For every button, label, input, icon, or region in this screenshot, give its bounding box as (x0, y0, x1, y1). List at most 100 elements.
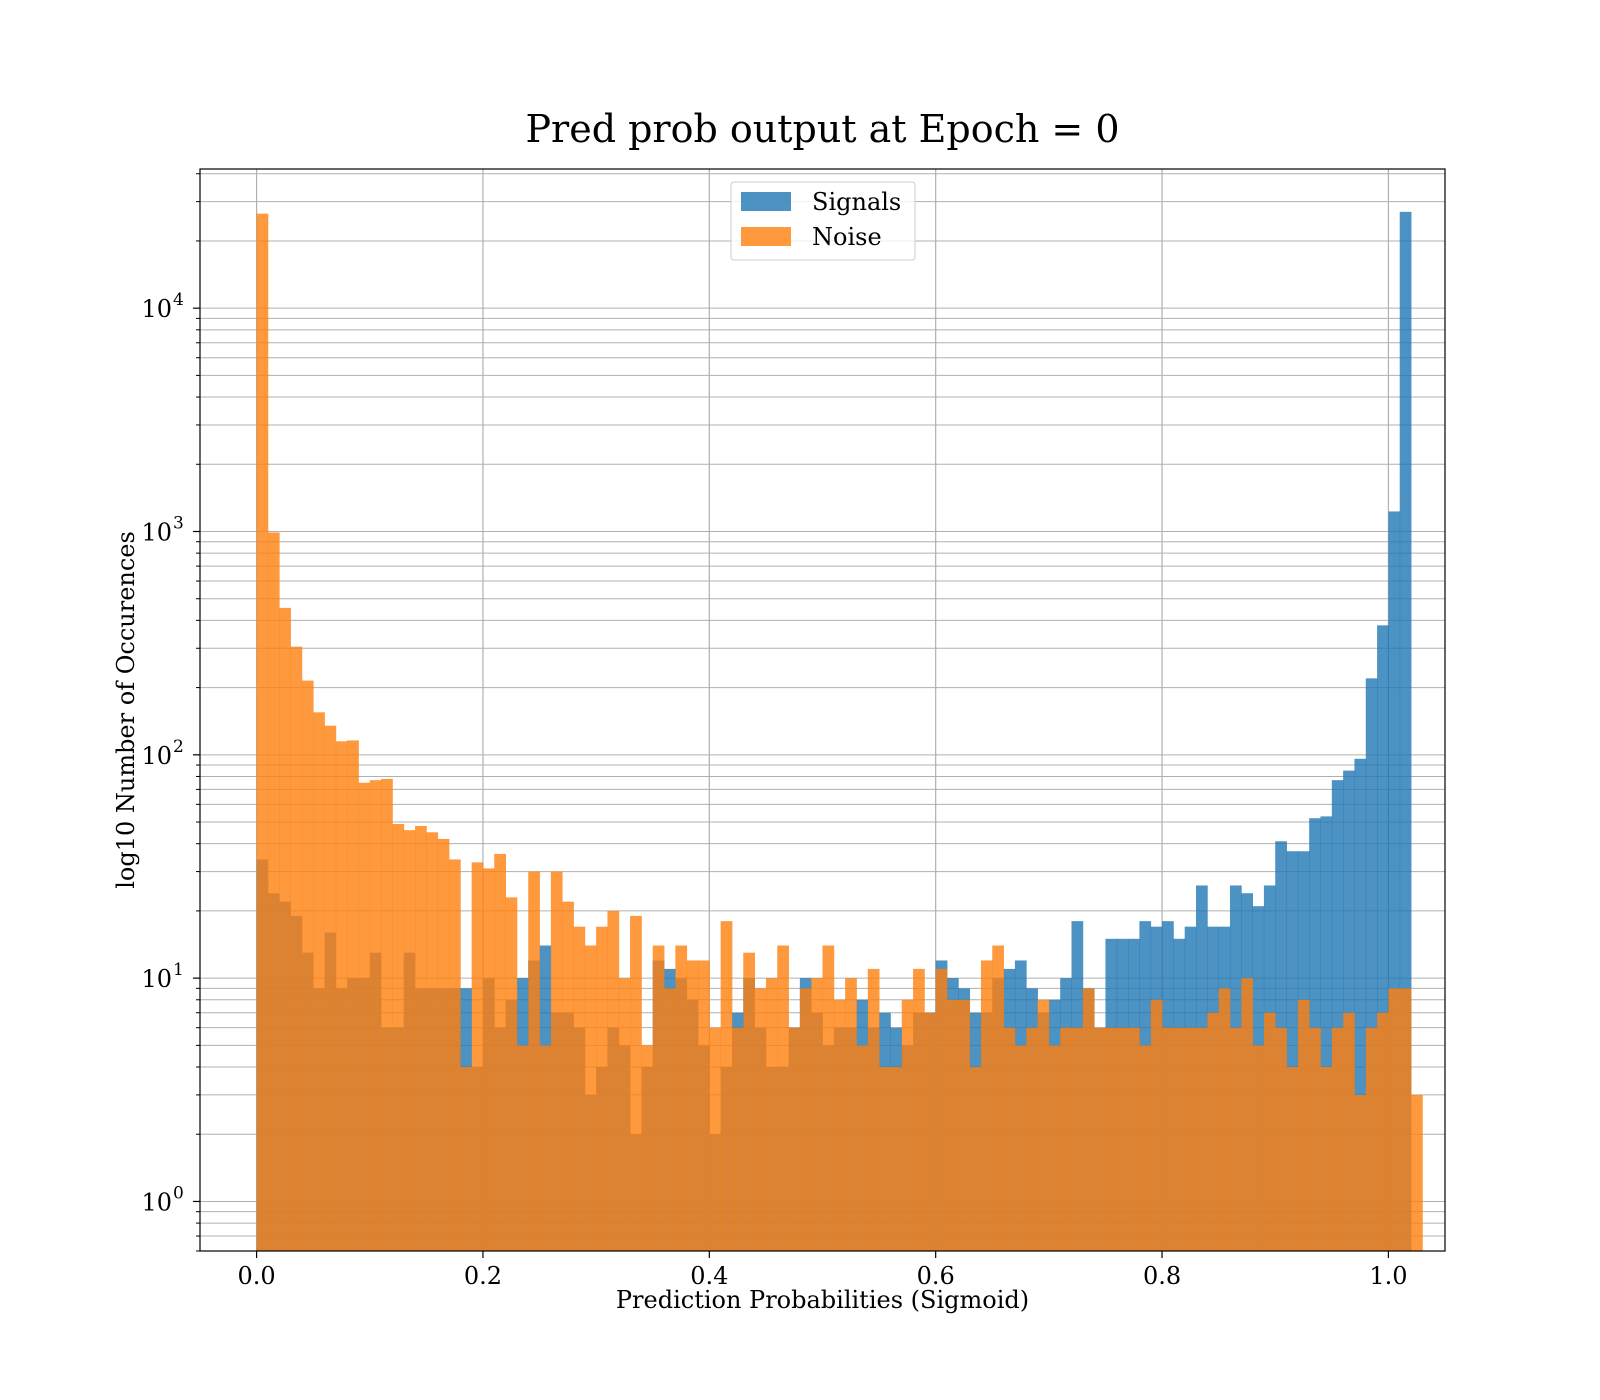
y-tick-label: 10 (141, 1188, 172, 1216)
signals-bar (1388, 511, 1401, 1252)
noise-bar (596, 926, 608, 1251)
noise-bar (369, 780, 382, 1251)
signals-bar (1399, 211, 1412, 1252)
noise-bar (618, 978, 631, 1251)
noise-bar (1094, 1027, 1106, 1251)
signals-bar (1343, 770, 1355, 1251)
y-tick-label: 10 (141, 295, 172, 323)
noise-bar (1048, 1045, 1061, 1251)
noise-bar (1128, 1027, 1140, 1251)
noise-bar (901, 999, 914, 1251)
noise-bar (969, 1067, 982, 1251)
signals-bar (1286, 851, 1299, 1251)
noise-bar (494, 853, 506, 1251)
y-tick-exponent: 4 (173, 290, 184, 310)
noise-bar (652, 945, 665, 1251)
noise-bar (1320, 1067, 1333, 1251)
noise-bar (867, 968, 880, 1251)
noise-bar (1150, 999, 1163, 1251)
noise-bar (947, 999, 959, 1251)
noise-bar (675, 945, 688, 1251)
legend-swatch-signals (741, 192, 791, 211)
noise-bar (290, 646, 303, 1251)
noise-bar (1343, 1012, 1355, 1251)
noise-bar (630, 915, 642, 1251)
noise-bars (256, 213, 1423, 1252)
noise-bar (765, 978, 778, 1251)
noise-bar (471, 862, 484, 1251)
noise-bar (437, 838, 450, 1251)
signals-bar (1320, 816, 1333, 1251)
noise-bar (788, 1027, 801, 1251)
noise-bar (335, 741, 348, 1251)
noise-bar (1207, 1012, 1220, 1251)
noise-bar (879, 1067, 891, 1251)
noise-bar (833, 999, 846, 1251)
noise-bar (811, 978, 823, 1251)
noise-bar (1399, 988, 1412, 1251)
noise-bar (664, 988, 676, 1251)
noise-bar (381, 778, 393, 1251)
legend-label-noise: Noise (812, 223, 882, 251)
noise-bar (460, 1067, 473, 1251)
noise-bar (482, 868, 495, 1251)
noise-bar (1014, 1045, 1027, 1251)
noise-bar (731, 1027, 744, 1251)
noise-bar (1263, 1012, 1276, 1251)
noise-bar (539, 1045, 552, 1251)
noise-bar (426, 832, 439, 1251)
noise-bar (1218, 988, 1231, 1251)
noise-bar (686, 960, 699, 1251)
signals-bar (1377, 625, 1389, 1251)
noise-bar (516, 1045, 529, 1251)
noise-bar (992, 945, 1004, 1251)
legend-swatch-noise (741, 227, 791, 246)
noise-bar (415, 826, 427, 1251)
noise-bar (1241, 978, 1253, 1251)
noise-bar (924, 1012, 937, 1251)
noise-bar (279, 607, 291, 1251)
noise-bar (347, 740, 359, 1251)
noise-bar (743, 952, 755, 1251)
noise-bar (1162, 1027, 1174, 1251)
noise-bar (856, 1045, 869, 1251)
noise-bar (1060, 1027, 1072, 1251)
noise-bar (324, 725, 337, 1251)
y-tick-label: 10 (141, 519, 172, 547)
noise-bar (698, 960, 710, 1251)
noise-bar (845, 978, 857, 1251)
noise-bar (1071, 1027, 1084, 1251)
x-tick-label: 0.2 (464, 1262, 502, 1290)
noise-bar (392, 824, 405, 1251)
x-axis-label: Prediction Probabilities (Sigmoid) (616, 1286, 1029, 1314)
noise-bar (935, 968, 948, 1251)
noise-bar (913, 968, 925, 1251)
chart-title: Pred prob output at Epoch = 0 (525, 107, 1119, 151)
noise-bar (1365, 1027, 1378, 1251)
noise-bar (1229, 1027, 1242, 1251)
noise-bar (980, 960, 993, 1251)
y-axis-label: log10 Number of Occurences (112, 531, 140, 889)
x-tick-label: 1.0 (1369, 1262, 1407, 1290)
noise-bar (313, 712, 325, 1251)
y-tick-exponent: 1 (173, 960, 184, 980)
noise-bar (267, 532, 280, 1251)
noise-bar (301, 680, 314, 1251)
legend: Signals Noise (730, 181, 916, 261)
x-axis-ticks: 0.0 0.2 0.4 0.6 0.8 1.0 (238, 1251, 1407, 1290)
noise-bar (754, 988, 767, 1251)
legend-label-signals: Signals (812, 188, 901, 216)
y-tick-exponent: 2 (173, 737, 184, 757)
noise-bar (1196, 1027, 1208, 1251)
noise-bar (958, 999, 971, 1251)
noise-bar (573, 926, 586, 1251)
x-tick-label: 0.4 (690, 1262, 728, 1290)
noise-bar (1037, 999, 1050, 1251)
noise-bar (1275, 1027, 1287, 1251)
noise-bar (607, 910, 620, 1251)
noise-bar (777, 945, 789, 1251)
noise-bar (358, 782, 371, 1251)
noise-bar (822, 945, 835, 1251)
signals-bar (1354, 758, 1367, 1251)
